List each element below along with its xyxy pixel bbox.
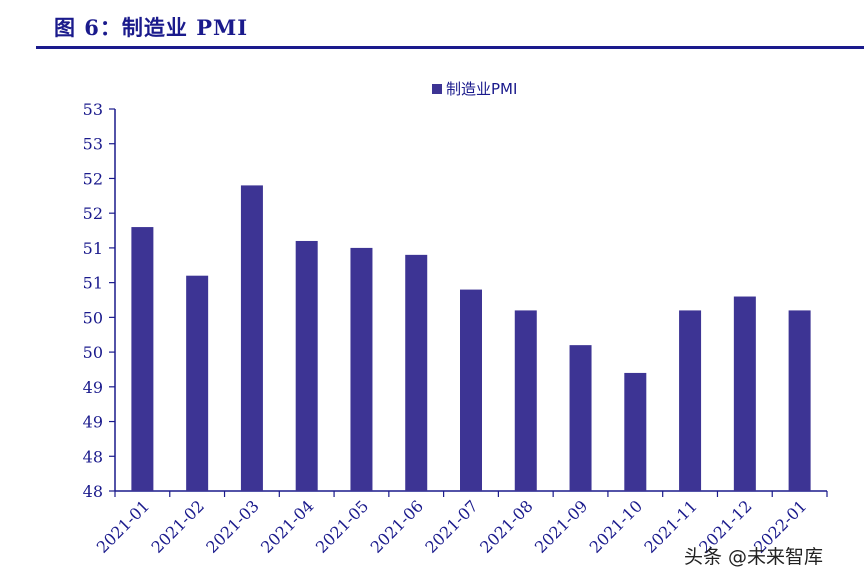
x-tick-label: 2021-07 — [421, 496, 481, 556]
bar-2021-04 — [295, 240, 318, 491]
x-tick-label: 2021-03 — [202, 496, 262, 556]
legend-label: 制造业PMI — [446, 80, 517, 98]
x-tick-label: 2021-08 — [476, 496, 536, 556]
bar-2021-11 — [679, 310, 702, 491]
y-tick-label: 50 — [83, 343, 103, 362]
bar-2021-08 — [514, 310, 537, 491]
y-tick-label: 48 — [83, 447, 103, 466]
y-tick-label: 52 — [83, 204, 103, 223]
bar-2021-07 — [460, 289, 482, 491]
x-tick-label: 2021-06 — [367, 496, 427, 556]
title-rule — [36, 46, 864, 49]
x-tick-label: 2021-04 — [257, 496, 317, 556]
y-tick-label: 53 — [83, 135, 103, 154]
y-tick-label: 53 — [83, 100, 103, 119]
bar-2021-03 — [240, 185, 263, 491]
bar-2022-01 — [788, 310, 811, 491]
y-tick-label: 49 — [83, 413, 103, 432]
y-tick-label: 51 — [83, 239, 103, 258]
y-tick-label: 48 — [83, 482, 103, 501]
bar-2021-09 — [569, 345, 592, 491]
y-tick-label: 51 — [83, 274, 103, 293]
y-tick-label: 52 — [83, 169, 103, 188]
bar-2021-01 — [131, 227, 154, 491]
x-tick-label: 2021-10 — [586, 496, 646, 556]
bar-2021-10 — [624, 372, 647, 491]
watermark: 头条 @未来智库 — [684, 546, 824, 568]
figure-title: 图 6：制造业 PMI — [54, 15, 249, 40]
y-tick-label: 50 — [83, 308, 103, 327]
y-tick-label: 49 — [83, 378, 103, 397]
bar-2021-06 — [405, 254, 428, 491]
x-tick-label: 2021-05 — [312, 496, 372, 556]
x-tick-label: 2021-09 — [531, 496, 591, 556]
bar-2021-12 — [733, 296, 756, 491]
x-tick-label: 2021-02 — [148, 496, 208, 556]
x-tick-label: 2021-01 — [93, 496, 153, 556]
bar-2021-05 — [350, 247, 373, 491]
bar-2021-02 — [186, 275, 209, 491]
legend-swatch — [432, 84, 442, 94]
